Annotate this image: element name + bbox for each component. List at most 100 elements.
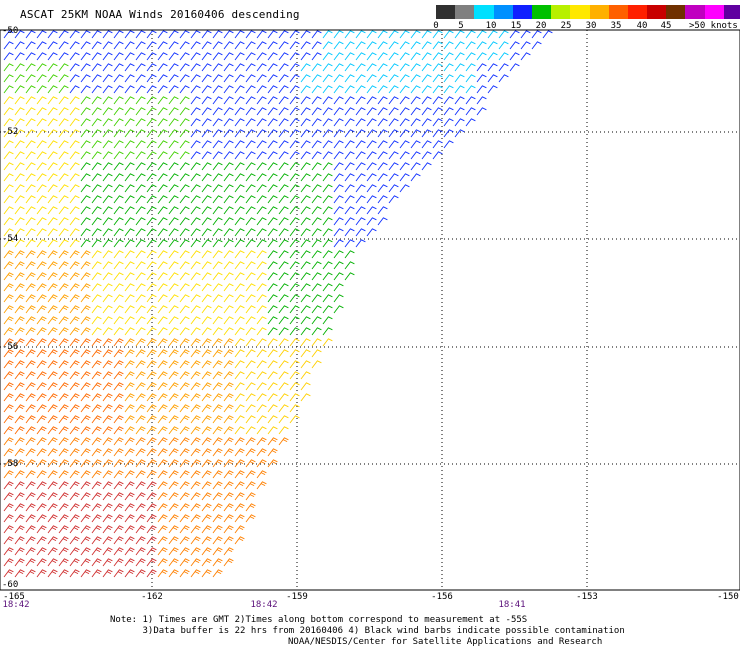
wind-barb [168,184,179,193]
wind-barb [168,558,179,567]
wind-barb [399,63,410,72]
wind-barb [212,151,223,160]
wind-barb [3,118,14,127]
wind-barb [146,558,157,567]
wind-barb [355,184,366,193]
wind-barb [267,327,278,336]
wind-barb [278,437,289,446]
wind-barb [344,173,355,182]
wind-barb [25,228,36,237]
wind-barb [80,360,91,369]
wind-barb [377,140,388,149]
wind-barb [47,140,58,149]
wind-barb [168,525,179,534]
wind-barb [36,492,47,501]
wind-barb [91,503,102,512]
wind-barb [201,558,212,567]
wind-barb [179,404,190,413]
wind-barb [146,63,157,72]
wind-barb [69,349,80,358]
wind-barb [58,30,69,39]
wind-barb [14,536,25,545]
wind-barb [3,228,14,237]
wind-barb [113,536,124,545]
wind-barb [520,41,531,50]
wind-barb [190,184,201,193]
wind-barb [201,492,212,501]
wind-barb [300,316,311,325]
wind-barb [168,382,179,391]
wind-barb [201,426,212,435]
legend-swatch-13 [685,5,705,19]
wind-barb [113,470,124,479]
wind-barb [234,294,245,303]
wind-barb [36,96,47,105]
wind-barb [69,239,80,248]
wind-barb [410,30,421,39]
wind-barb [234,261,245,270]
wind-barb [289,162,300,171]
wind-barb [113,459,124,468]
wind-barb [234,316,245,325]
wind-barb [91,250,102,259]
wind-barb [322,250,333,259]
wind-barb [3,514,14,523]
wind-barb [190,162,201,171]
wind-barb [3,294,14,303]
wind-barb [267,195,278,204]
wind-barb [212,525,223,534]
wind-barb [432,74,443,83]
wind-barb [366,184,377,193]
wind-barb [146,569,157,578]
wind-barb [168,151,179,160]
wind-barb [80,151,91,160]
wind-barb [69,481,80,490]
wind-barb [190,107,201,116]
wind-barb [322,162,333,171]
wind-barb [311,250,322,259]
wind-barb [465,96,476,105]
wind-barb [58,536,69,545]
wind-barb [58,74,69,83]
wind-barb [113,569,124,578]
wind-barb [421,151,432,160]
wind-barb [245,184,256,193]
wind-barb [80,382,91,391]
wind-barb [168,514,179,523]
wind-barb [80,426,91,435]
wind-barb [234,206,245,215]
wind-barb [113,96,124,105]
wind-barb [201,547,212,556]
wind-barb [25,151,36,160]
wind-barb [3,437,14,446]
wind-barb [300,52,311,61]
wind-barb [234,63,245,72]
wind-barb [454,74,465,83]
wind-barb [256,283,267,292]
wind-barb [377,184,388,193]
wind-barb [377,96,388,105]
wind-barb [69,195,80,204]
wind-barb [168,129,179,138]
wind-barb [157,217,168,226]
wind-barb [25,448,36,457]
wind-barb [25,173,36,182]
wind-barb [212,283,223,292]
wind-barb [25,437,36,446]
wind-barb [168,283,179,292]
wind-barb [223,360,234,369]
wind-barb [256,382,267,391]
wind-barb [36,503,47,512]
wind-barb [432,30,443,39]
wind-barb [80,437,91,446]
wind-barb [25,393,36,402]
wind-barb [300,129,311,138]
wind-barb [311,283,322,292]
wind-barb [14,547,25,556]
wind-barb [58,228,69,237]
wind-barb [91,107,102,116]
wind-barb [399,85,410,94]
wind-barb [498,41,509,50]
wind-barb [443,52,454,61]
wind-barb [289,96,300,105]
